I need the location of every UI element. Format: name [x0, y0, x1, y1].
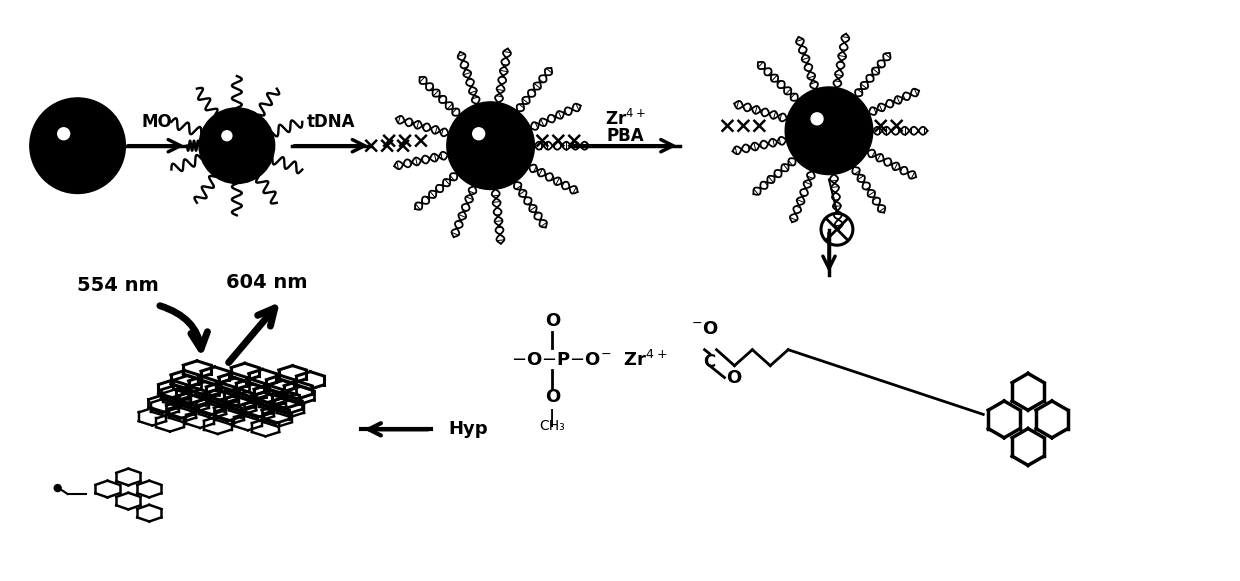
Text: $^{-}$O: $^{-}$O: [691, 320, 718, 338]
Circle shape: [55, 485, 61, 492]
Text: tDNA: tDNA: [308, 113, 356, 131]
Circle shape: [30, 98, 125, 193]
Circle shape: [811, 113, 823, 125]
Text: CH₃: CH₃: [539, 419, 565, 433]
Circle shape: [222, 131, 232, 141]
Text: O: O: [544, 312, 560, 330]
Text: Zr$^{4+}$: Zr$^{4+}$: [605, 109, 645, 129]
Text: $-$O$-$P$-$O$^{-}$  Zr$^{4+}$: $-$O$-$P$-$O$^{-}$ Zr$^{4+}$: [511, 350, 667, 370]
Text: MO: MO: [141, 113, 172, 131]
Circle shape: [446, 102, 534, 189]
Circle shape: [58, 128, 69, 139]
Circle shape: [785, 87, 873, 174]
Text: O: O: [727, 368, 742, 386]
Text: O: O: [544, 388, 560, 406]
Text: C: C: [703, 353, 715, 371]
Text: |: |: [549, 410, 556, 428]
Text: 604 nm: 604 nm: [226, 273, 308, 292]
Text: PBA: PBA: [606, 127, 644, 145]
Text: 554 nm: 554 nm: [77, 276, 159, 295]
Text: Hyp: Hyp: [449, 420, 489, 438]
Circle shape: [200, 108, 274, 184]
Circle shape: [472, 128, 485, 139]
